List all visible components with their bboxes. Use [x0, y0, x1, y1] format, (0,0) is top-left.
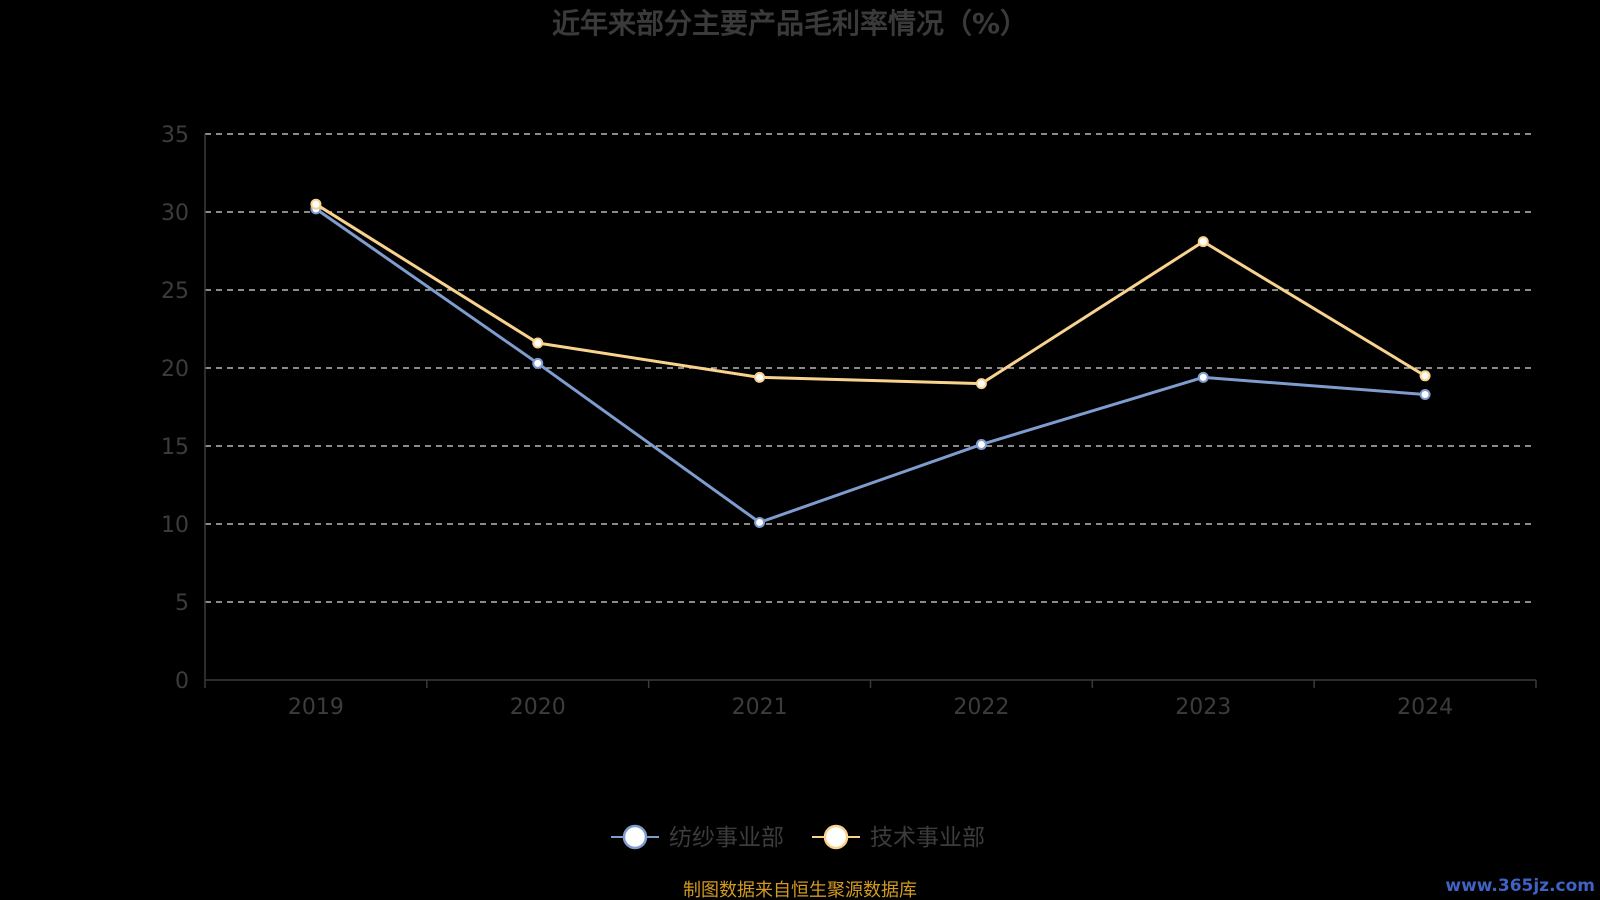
x-tick-label: 2020: [510, 695, 566, 720]
y-tick-label: 15: [161, 435, 189, 460]
grid-lines: [205, 133, 1536, 603]
data-point[interactable]: [532, 357, 544, 369]
series-line: [315, 202, 1426, 386]
data-point[interactable]: [975, 378, 987, 390]
x-tick-label: 2023: [1175, 695, 1231, 720]
watermark: www.365jz.com: [1445, 876, 1595, 896]
y-tick-label: 20: [161, 357, 189, 382]
chart-title: 近年来部分主要产品毛利率情况（%）: [552, 7, 1028, 40]
y-tick-label: 5: [175, 591, 189, 616]
axes: 0 5 10 15 20 25 30 35 2019 2020 2021 2022 2023 2024: [161, 123, 1537, 720]
data-source-note: 制图数据来自恒生聚源数据库: [683, 880, 917, 900]
data-point[interactable]: [532, 337, 544, 349]
legend-label: 技术事业部: [870, 825, 985, 851]
data-point[interactable]: [754, 371, 766, 383]
series-lines: [310, 198, 1431, 528]
series-line: [315, 207, 1426, 524]
legend-item[interactable]: 纺纱事业部: [611, 824, 784, 851]
x-tick-label: 2024: [1397, 695, 1453, 720]
data-point[interactable]: [754, 516, 766, 528]
y-tick-label: 30: [161, 201, 189, 226]
y-tick-label: 10: [161, 513, 189, 538]
legend-label: 纺纱事业部: [669, 825, 784, 851]
legend-marker: [622, 824, 648, 850]
data-point[interactable]: [310, 198, 322, 210]
data-point[interactable]: [1197, 236, 1209, 248]
x-tick-label: 2021: [732, 695, 788, 720]
data-point[interactable]: [1419, 389, 1431, 401]
data-point[interactable]: [975, 438, 987, 450]
legend[interactable]: 纺纱事业部 技术事业部: [611, 824, 985, 851]
data-point[interactable]: [1419, 370, 1431, 382]
legend-item[interactable]: 技术事业部: [812, 824, 985, 851]
y-tick-label: 35: [161, 123, 189, 148]
y-tick-label: 25: [161, 279, 189, 304]
legend-marker: [823, 824, 849, 850]
x-tick-label: 2022: [953, 695, 1009, 720]
data-point[interactable]: [1197, 371, 1209, 383]
x-tick-label: 2019: [288, 695, 344, 720]
y-tick-label: 0: [175, 669, 189, 694]
